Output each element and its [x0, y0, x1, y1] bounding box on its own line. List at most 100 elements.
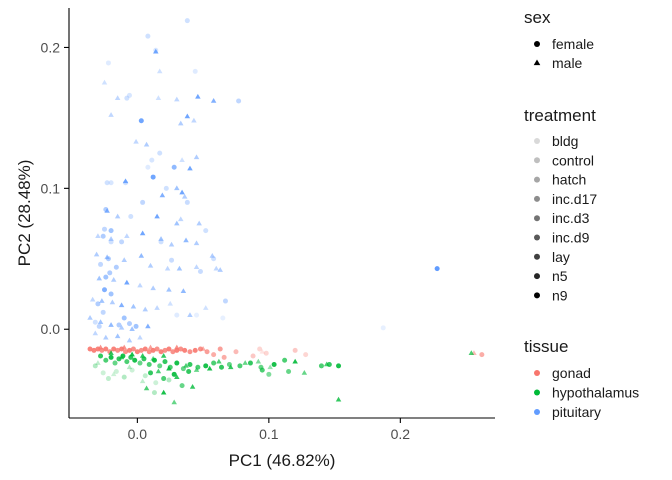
- x-axis-ticks: 0.0 0.1 0.2: [128, 418, 410, 442]
- legend-treatment-label: hatch: [552, 172, 586, 188]
- pituitary-female-point: [108, 228, 114, 234]
- gonad-female-point: [126, 347, 132, 353]
- hypothalamus-female-point: [211, 360, 217, 366]
- pituitary-male-point: [154, 305, 160, 310]
- hypothalamus-female-point: [124, 359, 130, 365]
- hypothalamus-male-point: [242, 360, 248, 365]
- hypothalamus-male-point: [143, 385, 150, 391]
- pituitary-male-point: [187, 165, 193, 171]
- pituitary-male-point: [143, 141, 150, 147]
- pituitary-female-point: [108, 180, 114, 186]
- x-tick-label: 0.0: [128, 426, 148, 442]
- legend-treatment-label: bldg: [552, 133, 578, 149]
- gonad-female-point: [187, 349, 193, 355]
- pituitary-male-point: [202, 305, 209, 310]
- pituitary-male-point: [122, 178, 129, 184]
- hypothalamus-female-point: [166, 377, 172, 383]
- hypothalamus-female-point: [237, 363, 243, 369]
- pituitary-male-point: [124, 279, 130, 285]
- pituitary-male-point: [187, 312, 193, 317]
- gonad-female-point: [182, 347, 188, 353]
- pituitary-male-point: [109, 299, 116, 305]
- hypothalamus-male-point: [95, 360, 101, 365]
- pituitary-male-point: [179, 189, 185, 195]
- pituitary-female-point: [150, 174, 156, 180]
- pituitary-male-point: [95, 233, 101, 239]
- legend-gonad-key: [534, 370, 540, 376]
- legend-treatment: treatment bldg control hatch inc.d17 inc.d3 i…: [524, 106, 597, 303]
- legend-treatment-title: treatment: [524, 106, 596, 125]
- hypothalamus-female-point: [186, 369, 192, 375]
- hypothalamus-female-point: [100, 370, 106, 376]
- pituitary-female-point: [124, 95, 130, 101]
- pituitary-male-point: [213, 265, 220, 271]
- hypothalamus-female-point: [112, 360, 118, 366]
- series-gonad: [87, 344, 485, 360]
- pituitary-female-point: [113, 264, 119, 270]
- y-axis-ticks: 0.0 0.1 0.2: [41, 39, 69, 337]
- pituitary-male-point: [155, 95, 162, 100]
- pituitary-female-point: [138, 118, 144, 124]
- legend-bldg-key: [534, 138, 540, 144]
- hypothalamus-male-point: [155, 368, 162, 374]
- pituitary-male-point: [87, 315, 93, 320]
- hypothalamus-female-point: [146, 361, 152, 367]
- pituitary-male-point: [97, 319, 104, 324]
- hypothalamus-female-point: [179, 383, 185, 389]
- pituitary-male-point: [156, 68, 163, 74]
- hypothalamus-female-point: [282, 357, 288, 363]
- hypothalamus-male-point: [118, 354, 125, 360]
- pituitary-female-point: [184, 199, 190, 205]
- pituitary-female-point: [140, 199, 146, 205]
- pituitary-male-point: [108, 322, 114, 327]
- pituitary-male-point: [124, 233, 130, 239]
- pituitary-male-point: [108, 112, 114, 117]
- pituitary-male-point: [147, 262, 154, 268]
- hypothalamus-female-point: [162, 359, 168, 365]
- gonad-female-point: [217, 346, 223, 352]
- pituitary-male-point: [114, 95, 121, 100]
- legend-female-key: [534, 41, 540, 47]
- hypothalamus-female-point: [171, 371, 177, 377]
- gonad-female-point: [158, 349, 164, 355]
- hypothalamus-female-point: [286, 369, 292, 375]
- pituitary-female-point: [121, 315, 127, 321]
- pituitary-female-point: [171, 164, 177, 170]
- pituitary-female-point: [92, 319, 98, 325]
- pituitary-male-point: [181, 193, 188, 199]
- series-pituitary: [87, 18, 440, 343]
- pituitary-male-point: [176, 265, 183, 271]
- gonad-female-point: [257, 346, 263, 352]
- pituitary-female-point: [192, 68, 198, 74]
- pituitary-male-point: [126, 337, 133, 343]
- pituitary-female-point: [169, 257, 175, 263]
- hypothalamus-male-point: [129, 351, 135, 357]
- pituitary-male-point: [114, 213, 121, 219]
- gonad-female-point: [130, 346, 136, 352]
- pituitary-female-point: [96, 323, 102, 329]
- pituitary-male-point: [196, 220, 202, 226]
- pituitary-male-point: [150, 285, 156, 291]
- pituitary-male-point: [154, 213, 160, 219]
- axes: 0.0 0.1 0.2 0.0 0.1 0.2 PC1 (46.82%) PC2 (28…: [15, 8, 495, 470]
- pituitary-male-point: [195, 93, 201, 99]
- gonad-female-point: [166, 346, 172, 352]
- legend-tissue-label: gonad: [552, 365, 591, 381]
- pituitary-female-point: [145, 164, 151, 170]
- legend-tissue-label: pituitary: [552, 404, 601, 420]
- hypothalamus-male-point: [150, 355, 156, 361]
- hypothalamus-male-point: [166, 365, 172, 371]
- pituitary-male-point: [191, 117, 197, 123]
- hypothalamus-female-point: [266, 371, 272, 377]
- pituitary-female-point: [98, 261, 104, 267]
- hypothalamus-male-point: [323, 361, 330, 367]
- pituitary-female-point: [203, 228, 209, 234]
- hypothalamus-female-point: [259, 367, 265, 373]
- gonad-female-point: [154, 346, 160, 352]
- pituitary-female-point: [163, 185, 169, 191]
- legend-inc.d9-key: [534, 234, 540, 241]
- legend-treatment-label: inc.d17: [552, 191, 597, 207]
- pituitary-male-point: [129, 326, 135, 332]
- pituitary-male-point: [118, 324, 125, 330]
